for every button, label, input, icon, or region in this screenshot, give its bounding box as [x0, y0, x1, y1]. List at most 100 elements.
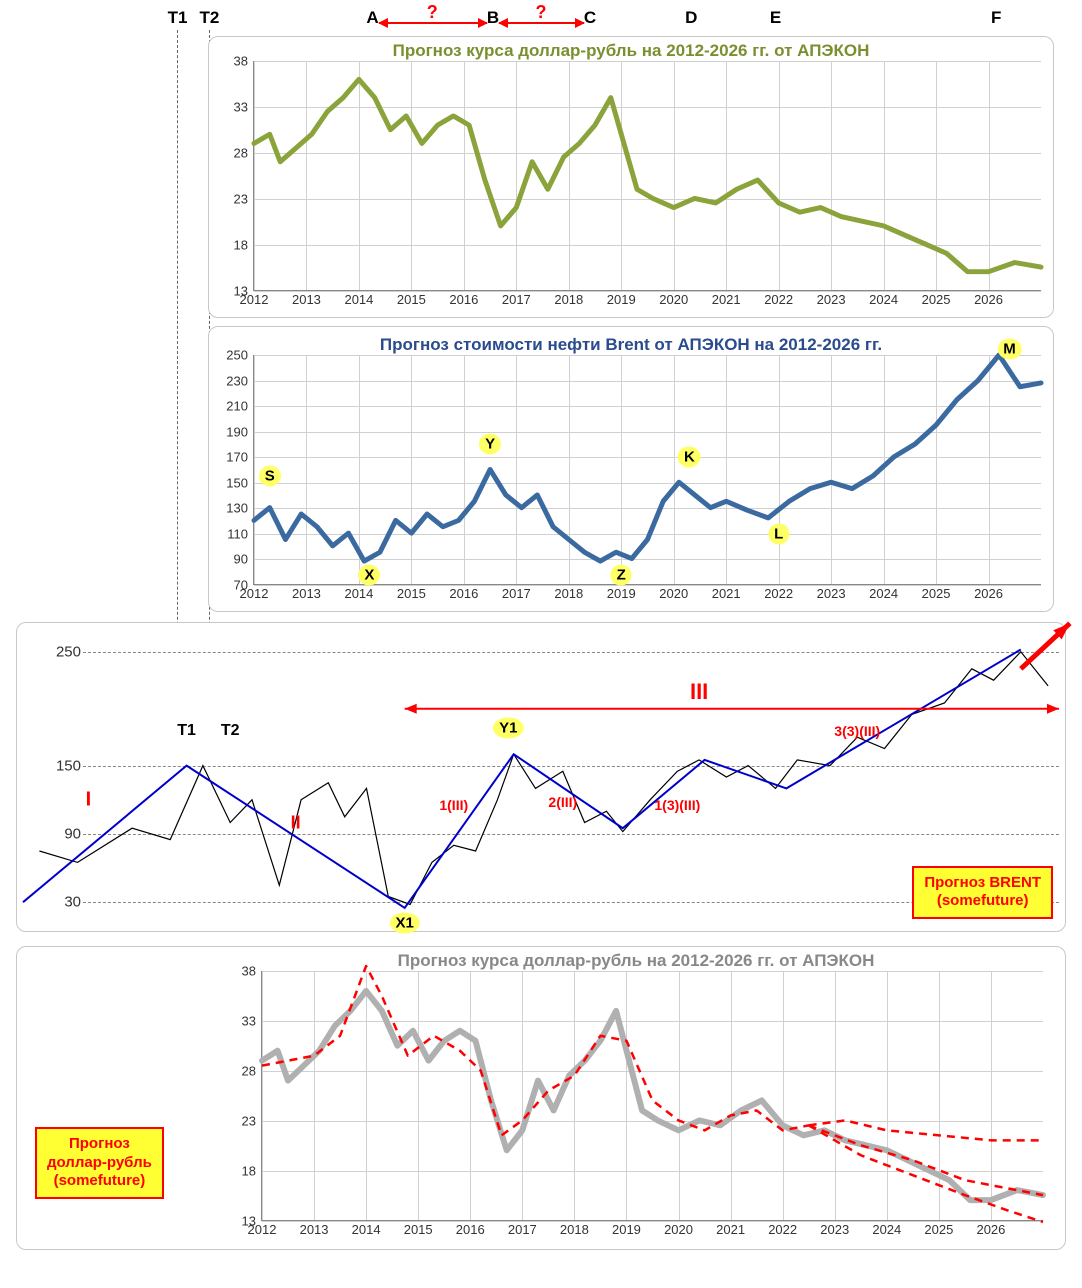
chart2-line [254, 355, 1041, 561]
chart3-wave-label: 1(3)(III) [654, 797, 700, 813]
x-tick-label: 2012 [240, 290, 269, 307]
chart2-panel: Прогноз стоимости нефти Brent от АПЭКОН … [208, 326, 1054, 612]
x-tick-label: 2012 [240, 584, 269, 601]
y-tick-label: 90 [234, 552, 254, 567]
chart2-plot: 7090110130150170190210230250201220132014… [253, 355, 1041, 585]
chart3-label-T2: T2 [221, 722, 240, 740]
y-tick-label: 23 [242, 1114, 262, 1129]
chart1-line [254, 79, 1041, 271]
chart2-title: Прогноз стоимости нефти Brent от АПЭКОН … [215, 331, 1047, 355]
chart2-point-label-X: X [358, 564, 380, 585]
x-tick-label: 2026 [974, 290, 1003, 307]
x-tick-label: 2013 [292, 290, 321, 307]
y-tick-label: 130 [226, 501, 254, 516]
x-tick-label: 2015 [397, 584, 426, 601]
y-tick-label: 250 [226, 348, 254, 363]
chart3-black-curve [39, 652, 1048, 905]
x-tick-label: 2025 [922, 584, 951, 601]
chart3-outer: 3090150250X1Y1T1T2IIIIII1(III)2(III)1(3)… [16, 622, 1066, 932]
chart4-plot: 1318232833382012201320142015201620172018… [261, 971, 1043, 1221]
x-tick-label: 2012 [248, 1220, 277, 1237]
chart3-legend-line2: (somefuture) [924, 892, 1041, 911]
x-tick-label: 2019 [607, 584, 636, 601]
question-mark: ? [536, 2, 547, 23]
x-tick-label: 2025 [922, 290, 951, 307]
chart3-label-T1: T1 [177, 722, 196, 740]
chart3-legend-line1: Прогноз BRENT [924, 874, 1041, 893]
y-tick-label: 33 [242, 1014, 262, 1029]
chart2-point-label-Y: Y [479, 434, 501, 455]
arrow-head-icon [405, 704, 417, 714]
y-tick-label: 210 [226, 399, 254, 414]
chart2-point-label-Z: Z [611, 564, 632, 585]
x-tick-label: 2020 [664, 1220, 693, 1237]
x-tick-label: 2014 [344, 584, 373, 601]
x-tick-label: 2016 [449, 584, 478, 601]
x-tick-label: 2014 [344, 290, 373, 307]
chart4-legend-line3: (somefuture) [47, 1172, 152, 1191]
x-tick-label: 2017 [502, 584, 531, 601]
y-tick-label: 23 [234, 192, 254, 207]
x-tick-label: 2016 [449, 290, 478, 307]
y-tick-label: 110 [227, 526, 254, 541]
x-tick-label: 2020 [659, 290, 688, 307]
x-tick-label: 2015 [397, 290, 426, 307]
chart1-panel: Прогноз курса доллар-рубль на 2012-2026 … [208, 36, 1054, 318]
x-tick-label: 2019 [607, 290, 636, 307]
chart3-wave-label: II [291, 812, 301, 833]
chart3-wave-label: 3(3)(III) [834, 723, 880, 739]
chart4-panel: Прогноз курса доллар-рубль на 2012-2026 … [16, 946, 1066, 1250]
chart4-outer: Прогноз курса доллар-рубль на 2012-2026 … [16, 946, 1066, 1250]
x-tick-label: 2019 [612, 1220, 641, 1237]
x-tick-label: 2018 [554, 290, 583, 307]
top-marker-row: T1T2ABCDEF?? [8, 8, 1074, 36]
x-tick-label: 2024 [869, 290, 898, 307]
vertical-dash-line [177, 30, 178, 695]
x-tick-label: 2021 [712, 290, 741, 307]
x-tick-label: 2026 [974, 584, 1003, 601]
chart2-point-label-K: K [678, 447, 701, 468]
chart3-wave-label: 2(III) [548, 794, 577, 810]
x-tick-label: 2015 [404, 1220, 433, 1237]
chart3-wave-label: I [86, 788, 92, 811]
x-tick-label: 2021 [716, 1220, 745, 1237]
x-tick-label: 2024 [869, 584, 898, 601]
y-tick-label: 18 [242, 1164, 262, 1179]
chart3-wave-label: III [690, 679, 708, 705]
x-tick-label: 2021 [712, 584, 741, 601]
top-marker-E: E [770, 8, 781, 28]
y-tick-label: 18 [234, 238, 254, 253]
top-marker-T2: T2 [200, 8, 220, 28]
x-tick-label: 2026 [976, 1220, 1005, 1237]
x-tick-label: 2023 [817, 290, 846, 307]
chart4-grey-line [262, 991, 1043, 1200]
question-mark: ? [427, 2, 438, 23]
y-tick-label: 38 [242, 964, 262, 979]
x-tick-label: 2023 [820, 1220, 849, 1237]
top-marker-F: F [991, 8, 1001, 28]
chart3-wave-label: 1(III) [439, 797, 468, 813]
top-marker-B: B [487, 8, 499, 28]
x-tick-label: 2017 [508, 1220, 537, 1237]
chart4-legend-line1: Прогноз [47, 1135, 152, 1154]
arrow-head-icon [1047, 704, 1059, 714]
y-tick-label: 28 [242, 1064, 262, 1079]
chart3-blue-wave [23, 650, 1021, 908]
chart2-point-label-L: L [768, 523, 789, 544]
chart2-outer: Прогноз стоимости нефти Brent от АПЭКОН … [208, 326, 1054, 612]
chart2-point-label-M: M [997, 338, 1022, 359]
chart2-point-label-S: S [259, 466, 281, 487]
y-tick-label: 170 [226, 450, 254, 465]
chart3-legend: Прогноз BRENT (somefuture) [912, 866, 1053, 920]
x-tick-label: 2018 [554, 584, 583, 601]
top-marker-C: C [584, 8, 596, 28]
y-tick-label: 150 [226, 475, 254, 490]
chart1-outer: Прогноз курса доллар-рубль на 2012-2026 … [208, 36, 1054, 318]
top-marker-D: D [685, 8, 697, 28]
y-tick-label: 28 [234, 146, 254, 161]
x-tick-label: 2017 [502, 290, 531, 307]
chart4-red-dashed-2 [809, 1125, 1043, 1195]
chart4-red-dashed-0 [262, 966, 809, 1135]
y-tick-label: 38 [234, 54, 254, 69]
x-tick-label: 2022 [764, 584, 793, 601]
